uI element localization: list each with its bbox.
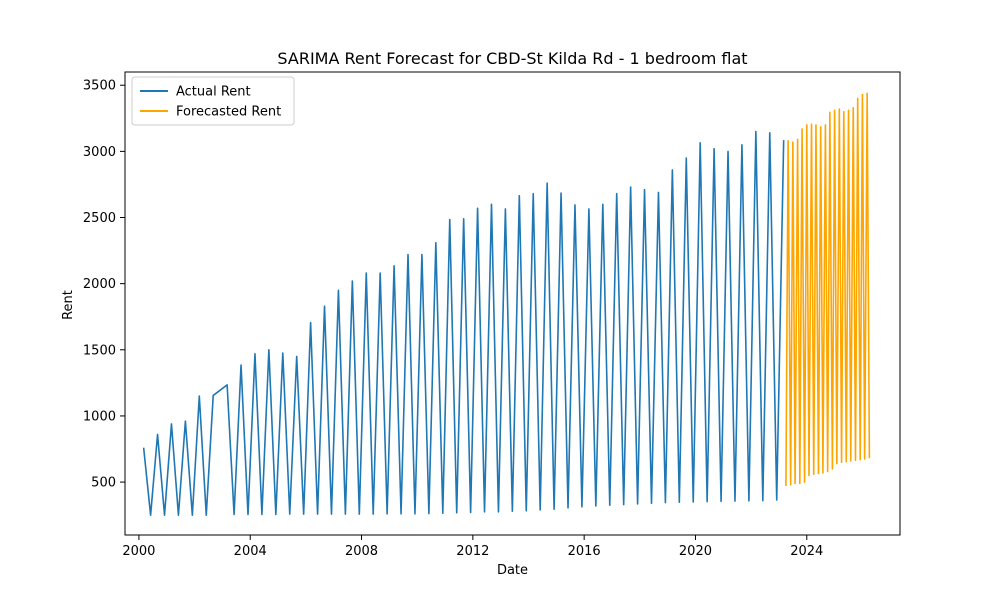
x-tick-label: 2020 [679, 544, 712, 559]
x-tick-label: 2016 [568, 544, 601, 559]
x-tick-label: 2004 [234, 544, 267, 559]
series-line-actual-rent [142, 130, 785, 516]
x-axis-title: Date [497, 563, 528, 578]
x-tick-label: 2008 [345, 544, 378, 559]
y-tick-label: 3500 [83, 79, 116, 94]
series-line-forecasted-rent [785, 92, 871, 487]
y-tick-label: 500 [91, 476, 116, 491]
legend-label-forecasted-rent: Forecasted Rent [176, 105, 281, 120]
x-tick-label: 2012 [456, 544, 489, 559]
x-tick-label: 2024 [790, 544, 823, 559]
y-tick-label: 1000 [83, 409, 116, 424]
chart-title: SARIMA Rent Forecast for CBD-St Kilda Rd… [277, 49, 747, 68]
y-tick-label: 3000 [83, 145, 116, 160]
y-axis-title: Rent [61, 290, 76, 320]
plot-frame [124, 71, 901, 536]
plot-area: 2000 2004 2008 2012 2016 2020 2024 500 1000 1500 2… [83, 71, 901, 559]
y-tick-label: 2500 [83, 211, 116, 226]
legend-label-actual-rent: Actual Rent [176, 85, 251, 100]
y-tick-label: 1500 [83, 343, 116, 358]
x-tick-label: 2000 [122, 544, 155, 559]
y-tick-label: 2000 [83, 277, 116, 292]
legend-box [131, 76, 295, 126]
